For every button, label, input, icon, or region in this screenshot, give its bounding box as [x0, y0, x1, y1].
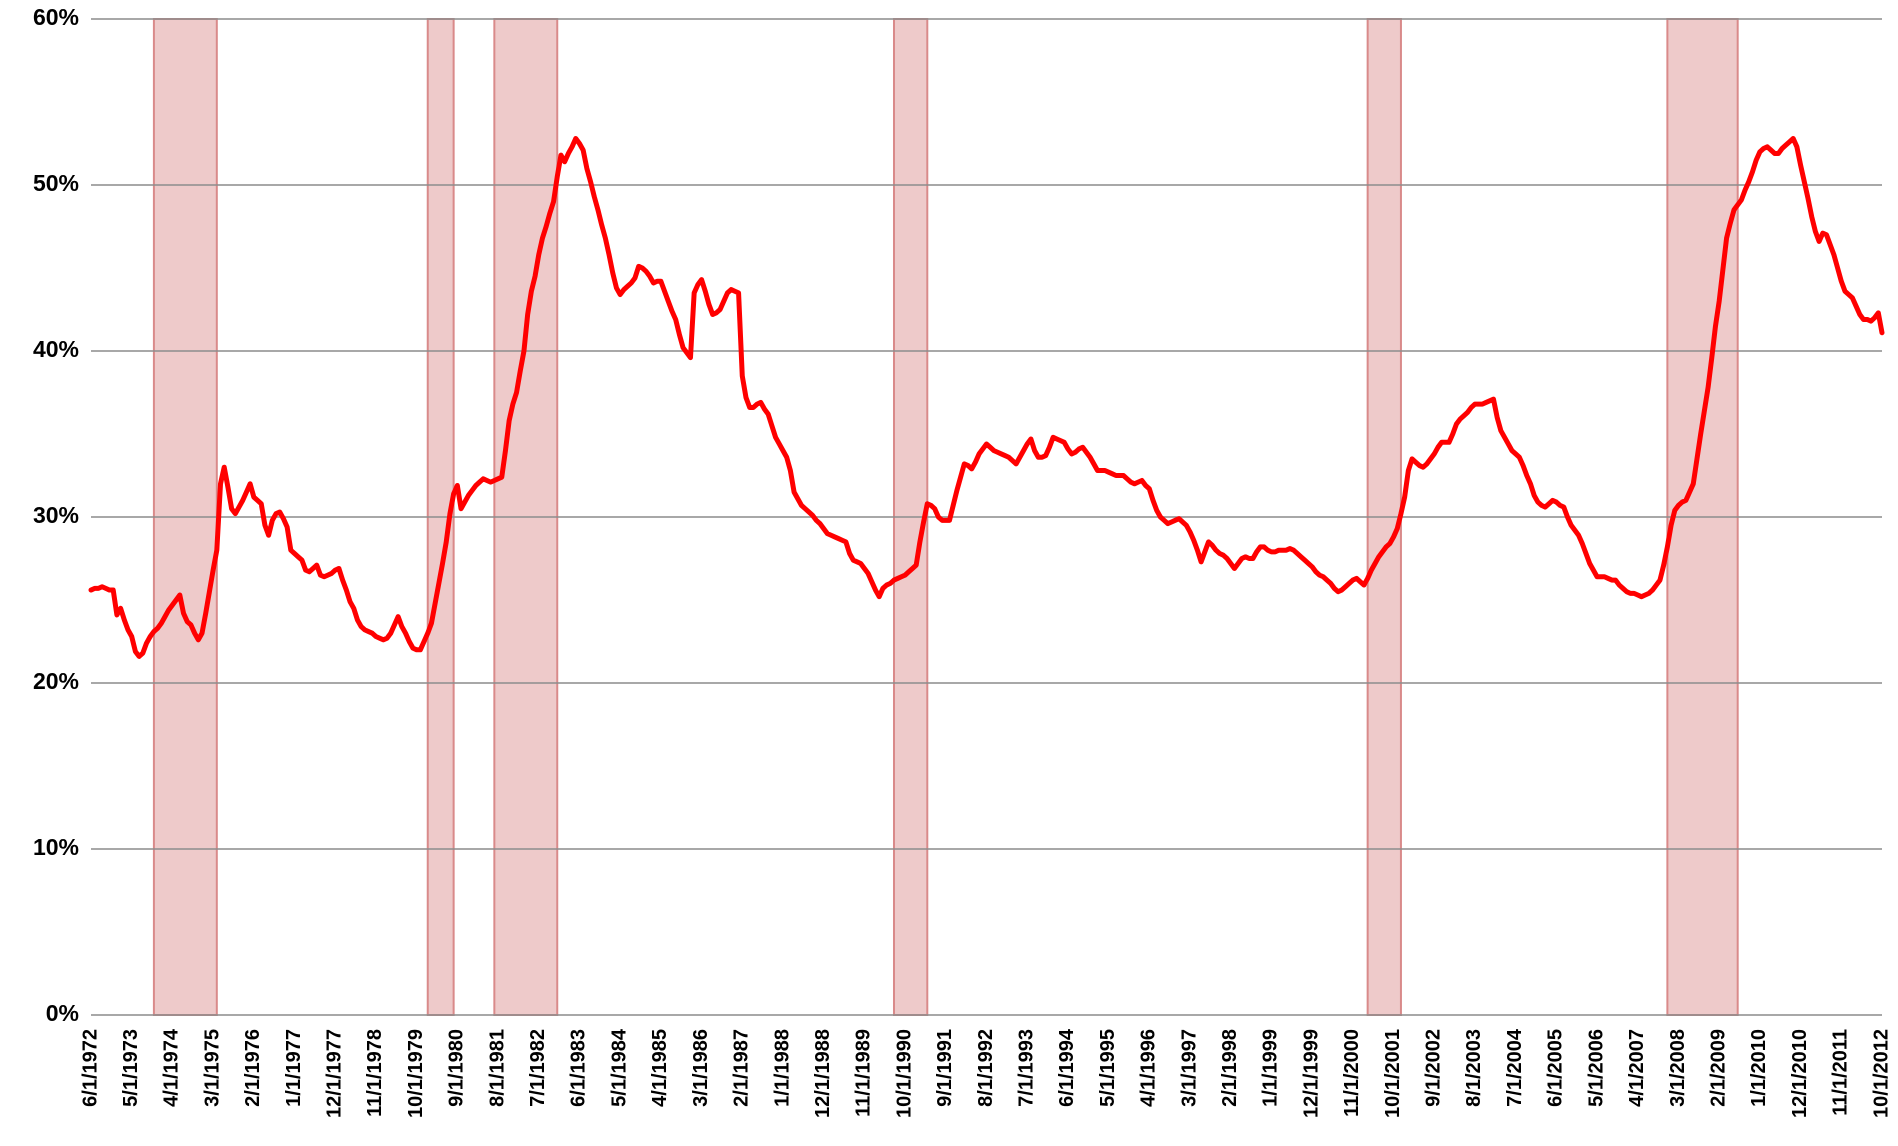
x-tick-label: 5/1/2006 [1585, 1029, 1607, 1107]
x-tick-label: 1/1/1999 [1260, 1029, 1282, 1107]
x-tick-label: 4/1/1996 [1138, 1029, 1160, 1107]
x-tick-label: 5/1/1984 [608, 1028, 630, 1107]
y-tick-label: 30% [33, 502, 79, 528]
x-tick-label: 7/1/1993 [1015, 1029, 1037, 1107]
x-tick-label: 10/1/1979 [405, 1029, 427, 1118]
x-tick-label: 11/1/1989 [853, 1029, 875, 1117]
y-tick-label: 50% [33, 170, 79, 196]
x-tick-label: 9/1/1980 [446, 1029, 468, 1107]
x-tick-label: 6/1/1983 [568, 1029, 590, 1107]
x-tick-label: 6/1/1972 [79, 1029, 101, 1107]
x-tick-label: 2/1/1976 [242, 1029, 264, 1107]
y-tick-label: 10% [33, 834, 79, 860]
x-tick-label: 3/1/1975 [201, 1029, 223, 1107]
x-tick-label: 2/1/2009 [1707, 1029, 1729, 1107]
x-tick-label: 4/1/2007 [1626, 1029, 1648, 1107]
x-tick-label: 5/1/1973 [120, 1029, 142, 1107]
x-tick-label: 11/1/2011 [1830, 1029, 1852, 1116]
x-tick-label: 1/1/1988 [771, 1029, 793, 1107]
x-tick-label: 10/1/2012 [1870, 1029, 1892, 1118]
x-tick-label: 3/1/2008 [1667, 1029, 1689, 1107]
x-tick-label: 11/1/2000 [1341, 1029, 1363, 1117]
y-tick-label: 0% [46, 1000, 79, 1026]
x-tick-label: 9/1/2002 [1423, 1029, 1445, 1107]
x-tick-label: 4/1/1985 [649, 1029, 671, 1107]
x-tick-label: 6/1/1994 [1056, 1028, 1078, 1107]
x-tick-label: 4/1/1974 [161, 1028, 183, 1107]
x-tick-label: 12/1/1999 [1300, 1029, 1322, 1118]
y-tick-label: 20% [33, 668, 79, 694]
x-tick-label: 10/1/1990 [893, 1029, 915, 1118]
x-tick-label: 12/1/1988 [812, 1029, 834, 1118]
data-line [88, 136, 1885, 659]
x-tick-label: 5/1/1995 [1097, 1029, 1119, 1107]
x-tick-label: 7/1/1982 [527, 1029, 549, 1107]
x-tick-label: 3/1/1986 [690, 1029, 712, 1107]
x-tick-label: 12/1/2010 [1789, 1029, 1811, 1118]
y-tick-label: 60% [33, 4, 79, 30]
x-tick-label: 10/1/2001 [1382, 1029, 1404, 1118]
x-tick-label: 11/1/1978 [364, 1029, 386, 1117]
x-tick-label: 2/1/1998 [1219, 1029, 1241, 1107]
x-tick-label: 7/1/2004 [1504, 1028, 1526, 1107]
x-tick-label: 1/1/1977 [283, 1029, 305, 1107]
x-tick-label: 8/1/1992 [975, 1029, 997, 1107]
x-tick-label: 12/1/1977 [324, 1029, 346, 1118]
x-tick-label: 9/1/1991 [934, 1029, 956, 1107]
x-tick-label: 8/1/2003 [1463, 1029, 1485, 1107]
x-tick-label: 2/1/1987 [731, 1029, 753, 1107]
x-tick-label: 8/1/1981 [486, 1029, 508, 1107]
x-tick-label: 3/1/1997 [1178, 1029, 1200, 1107]
x-tick-label: 1/1/2010 [1748, 1029, 1770, 1107]
y-tick-label: 40% [33, 336, 79, 362]
x-tick-label: 6/1/2005 [1545, 1029, 1567, 1107]
